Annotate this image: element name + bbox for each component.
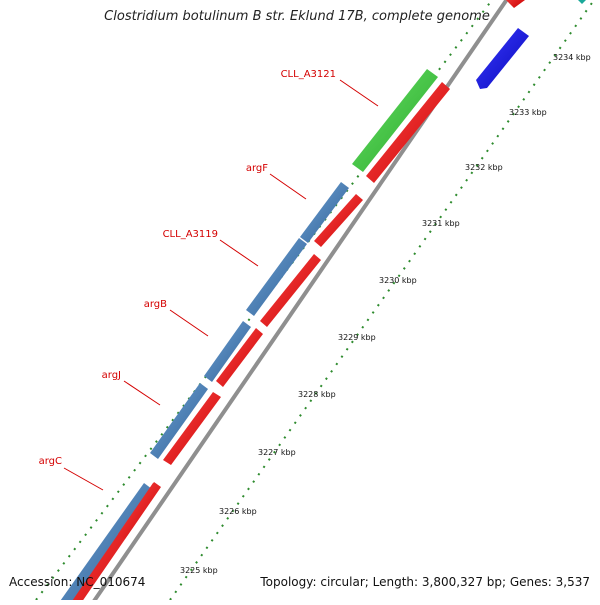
scale-label: 3232 kbp bbox=[465, 163, 503, 172]
scale-label: 3233 kbp bbox=[509, 108, 547, 117]
gene-label[interactable]: argF bbox=[246, 163, 268, 174]
gene-label[interactable]: CLL_A3119 bbox=[163, 229, 218, 240]
scale-label: 3228 kbp bbox=[298, 390, 336, 399]
gene-reverse[interactable] bbox=[260, 254, 321, 327]
gene-label-leader bbox=[123, 380, 161, 406]
gene-label-leader bbox=[339, 79, 379, 107]
scale-label: 3231 kbp bbox=[422, 219, 460, 228]
scale-labels: 3225 kbp 3226 kbp 3227 kbp 3228 kbp 3229 kbp… bbox=[180, 53, 591, 575]
gene-forward[interactable] bbox=[300, 182, 349, 243]
scale-label: 3229 kbp bbox=[338, 333, 376, 342]
gene-reverse[interactable] bbox=[314, 194, 363, 247]
gene-labels: CLL_A3121 argF CLL_A3119 argB argJ argC bbox=[39, 69, 379, 491]
gene-reverse[interactable] bbox=[163, 392, 221, 465]
scale-dotted-track-inner bbox=[169, 0, 595, 601]
gene-reverse[interactable] bbox=[118, 483, 160, 539]
gene-label-leader bbox=[269, 173, 307, 200]
gene-forward[interactable] bbox=[204, 321, 251, 382]
gene-other[interactable] bbox=[476, 28, 529, 89]
scale-label: 3225 kbp bbox=[180, 566, 218, 575]
gene-forward[interactable] bbox=[246, 238, 307, 316]
scale-label: 3230 kbp bbox=[379, 276, 417, 285]
gene-label[interactable]: argC bbox=[39, 456, 62, 467]
gene-label[interactable]: argB bbox=[144, 299, 167, 310]
map-title: Clostridium botulinum B str. Eklund 17B,… bbox=[104, 9, 490, 24]
gene-rna[interactable] bbox=[352, 69, 438, 172]
scale-label: 3226 kbp bbox=[219, 507, 257, 516]
topology-text: Topology: circular; Length: 3,800,327 bp… bbox=[260, 575, 590, 589]
gene-reverse[interactable] bbox=[366, 82, 450, 183]
gene-forward[interactable] bbox=[58, 483, 152, 605]
gene-forward[interactable] bbox=[150, 383, 208, 459]
gene-label[interactable]: argJ bbox=[102, 370, 121, 381]
gene-label-leader bbox=[63, 467, 104, 491]
scale-label: 3234 kbp bbox=[553, 53, 591, 62]
accession-text: Accession: NC_010674 bbox=[9, 575, 146, 589]
gene-other-marker[interactable] bbox=[578, 0, 586, 4]
scale-label: 3227 kbp bbox=[258, 448, 296, 457]
gene-label[interactable]: CLL_A3121 bbox=[281, 69, 336, 80]
gene-label-leader bbox=[219, 239, 259, 267]
gene-label-leader bbox=[169, 309, 209, 337]
gene-reverse[interactable] bbox=[504, 0, 525, 8]
gene-reverse[interactable] bbox=[216, 328, 263, 387]
